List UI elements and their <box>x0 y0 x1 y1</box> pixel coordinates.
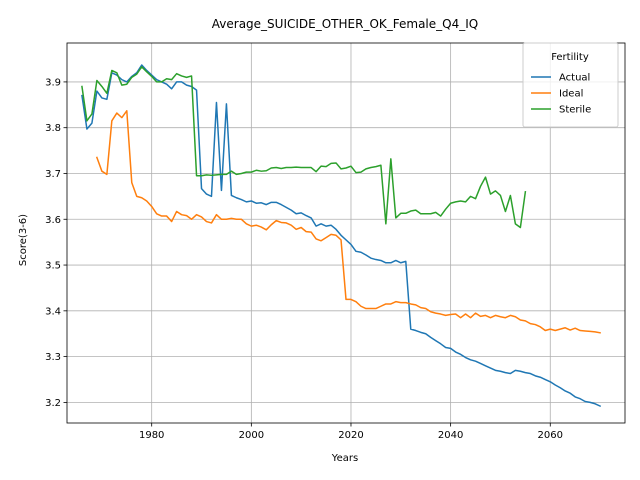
x-tick-label: 2040 <box>438 430 463 441</box>
legend-box <box>522 42 619 128</box>
series-line-sterile <box>81 66 527 229</box>
y-tick-label: 3.7 <box>45 169 61 180</box>
legend-label-sterile: Sterile <box>559 105 591 116</box>
x-tick-label: 2000 <box>239 430 264 441</box>
y-tick-label: 3.8 <box>45 123 61 134</box>
legend-entries: Actual Ideal Sterile <box>531 73 591 116</box>
series-line-actual <box>81 64 602 408</box>
legend: Fertility Actual Ideal Sterile <box>522 42 619 128</box>
y-axis-label: Score(3-6) <box>18 214 29 266</box>
plot-area-frame <box>66 42 626 424</box>
y-tick-label: 3.6 <box>45 215 61 226</box>
legend-title: Fertility <box>551 52 589 63</box>
series-line-ideal <box>95 110 601 334</box>
legend-label-ideal: Ideal <box>559 89 583 100</box>
y-tick-label: 3.3 <box>45 352 61 363</box>
x-tick-label: 2060 <box>538 430 563 441</box>
y-tick-label: 3.9 <box>45 77 61 88</box>
x-tick-label: 1980 <box>139 430 164 441</box>
y-tick-label: 3.5 <box>45 261 61 272</box>
y-tick-label: 3.4 <box>45 306 61 317</box>
y-tick-label: 3.2 <box>45 398 61 409</box>
axis-ticks: 1980 2000 2020 2040 2060 3.2 3.3 3.4 3.5 3.6 3.7 3.… <box>45 77 563 441</box>
x-axis-label: Years <box>331 453 358 464</box>
series-lines <box>81 64 602 408</box>
legend-label-actual: Actual <box>559 73 590 84</box>
x-tick-label: 2020 <box>338 430 363 441</box>
chart-title: Average_SUICIDE_OTHER_OK_Female_Q4_IQ <box>212 17 478 31</box>
